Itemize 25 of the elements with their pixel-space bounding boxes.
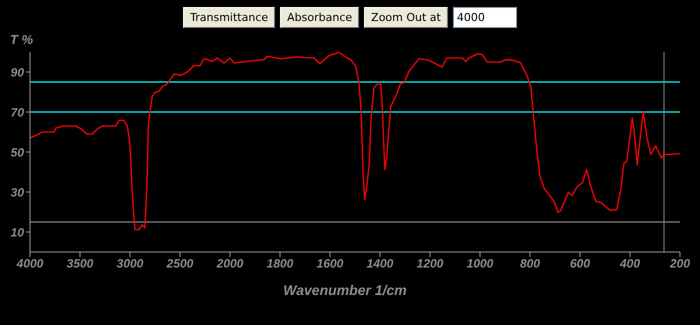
y-tick-label: 10 xyxy=(10,225,24,240)
x-tick-label: 800 xyxy=(520,256,540,271)
x-tick-label: 1800 xyxy=(266,256,294,271)
y-axis-title: T % xyxy=(10,32,34,47)
y-tick-label: 90 xyxy=(10,65,24,80)
x-tick-label: 1200 xyxy=(416,256,444,271)
x-tick-label: 400 xyxy=(618,256,640,271)
y-tick-label: 70 xyxy=(10,105,24,120)
x-tick-label: 3500 xyxy=(66,256,94,271)
x-tick-label: 1400 xyxy=(366,256,394,271)
button: Zoom Out at xyxy=(364,7,448,28)
button: Transmittance xyxy=(183,7,276,28)
x-tick-label: 1600 xyxy=(316,256,344,271)
button: Absorbance xyxy=(280,7,360,28)
text-field: 4000 xyxy=(452,7,517,28)
x-axis-title: Wavenumber 1/cm xyxy=(283,282,407,298)
x-tick-label: 600 xyxy=(570,256,590,271)
x-tick-label: 1000 xyxy=(466,256,494,271)
x-tick-label: 200 xyxy=(668,256,690,271)
y-tick-label: 30 xyxy=(10,185,24,200)
x-tick-label: 2500 xyxy=(166,256,194,271)
y-tick-label: 50 xyxy=(10,145,24,160)
x-tick-label: 2000 xyxy=(216,256,244,271)
x-tick-label: 3000 xyxy=(116,256,144,271)
x-tick-label: 4000 xyxy=(16,256,44,271)
